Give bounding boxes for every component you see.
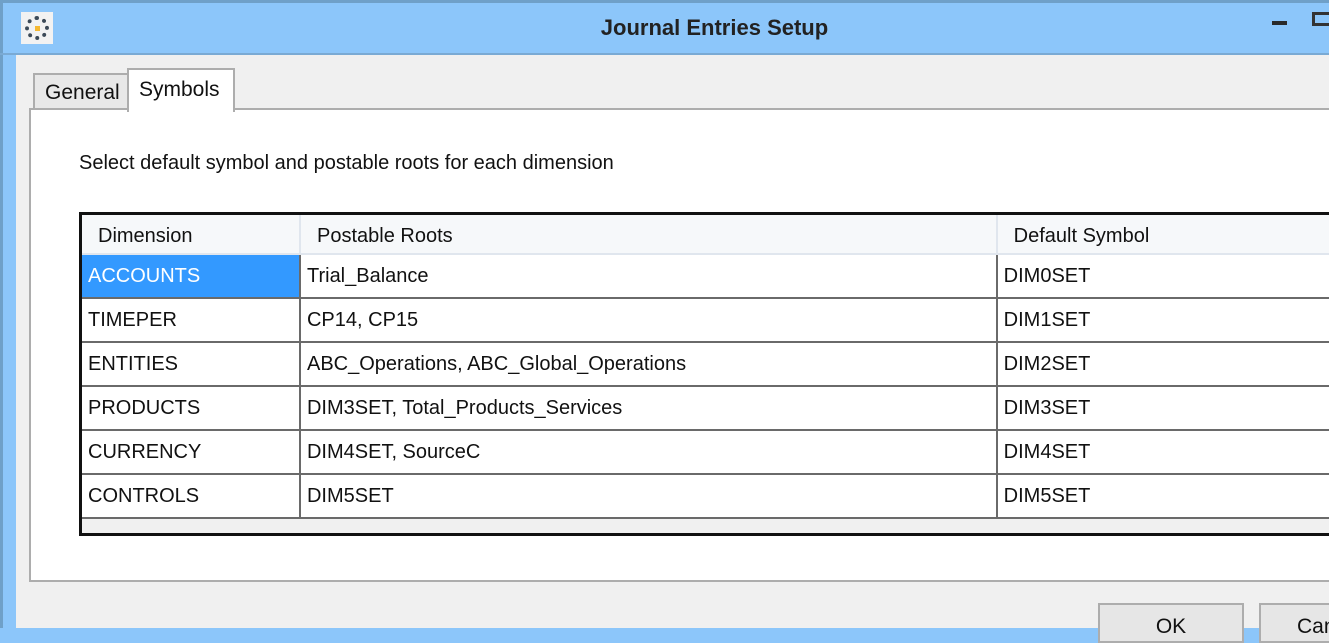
dimension-cell[interactable]: PRODUCTS [82,387,301,431]
cancel-button[interactable]: Can [1259,603,1329,643]
default-symbol-cell[interactable]: DIM2SET [997,343,1329,387]
postable-roots-cell[interactable]: DIM3SET, Total_Products_Services [300,387,998,431]
table-row[interactable]: ACCOUNTS Trial_Balance DIM0SET [82,255,1329,299]
column-header-postable-roots[interactable]: Postable Roots [301,215,998,255]
table-row[interactable]: ENTITIES ABC_Operations, ABC_Global_Opera… [82,343,1329,387]
window-title: Journal Entries Setup [600,15,829,40]
dimension-cell[interactable]: CONTROLS [82,475,301,519]
ok-button[interactable]: OK [1098,603,1244,643]
default-symbol-cell[interactable]: DIM3SET [997,387,1329,431]
column-header-dimension[interactable]: Dimension [82,215,301,255]
grid-header: Dimension Postable Roots Default Symbol [82,215,1329,255]
default-symbol-cell[interactable]: DIM4SET [997,431,1329,475]
app-gear-icon[interactable] [21,12,53,44]
symbols-panel: Select default symbol and postable roots… [29,108,1329,582]
dimension-cell[interactable]: ACCOUNTS [82,255,301,299]
dimensions-grid: Dimension Postable Roots Default Symbol … [79,212,1329,536]
table-row[interactable]: PRODUCTS DIM3SET, Total_Products_Services… [82,387,1329,431]
default-symbol-cell[interactable]: DIM0SET [997,255,1329,299]
tab-general[interactable]: General [33,73,130,111]
dialog-body: General Symbols Select default symbol an… [16,55,1329,643]
column-header-default-symbol[interactable]: Default Symbol [998,215,1329,255]
dimension-cell[interactable]: CURRENCY [82,431,301,475]
table-row[interactable]: CURRENCY DIM4SET, SourceC DIM4SET [82,431,1329,475]
dimension-cell[interactable]: ENTITIES [82,343,301,387]
postable-roots-cell[interactable]: DIM5SET [300,475,998,519]
table-row[interactable]: CONTROLS DIM5SET DIM5SET [82,475,1329,519]
postable-roots-cell[interactable]: CP14, CP15 [300,299,998,343]
table-row[interactable]: TIMEPER CP14, CP15 DIM1SET [82,299,1329,343]
postable-roots-cell[interactable]: DIM4SET, SourceC [300,431,998,475]
maximize-icon[interactable] [1312,12,1329,26]
default-symbol-cell[interactable]: DIM5SET [997,475,1329,519]
description-label: Select default symbol and postable roots… [79,152,614,174]
postable-roots-cell[interactable]: ABC_Operations, ABC_Global_Operations [300,343,998,387]
title-bar: Journal Entries Setup [0,0,1329,55]
tab-symbols[interactable]: Symbols [127,68,235,112]
default-symbol-cell[interactable]: DIM1SET [997,299,1329,343]
grid-rows: ACCOUNTS Trial_Balance DIM0SET TIMEPER CP14,… [82,255,1329,519]
minimize-icon[interactable] [1272,21,1287,25]
dimension-cell[interactable]: TIMEPER [82,299,301,343]
postable-roots-cell[interactable]: Trial_Balance [300,255,998,299]
window-frame [0,0,1329,628]
